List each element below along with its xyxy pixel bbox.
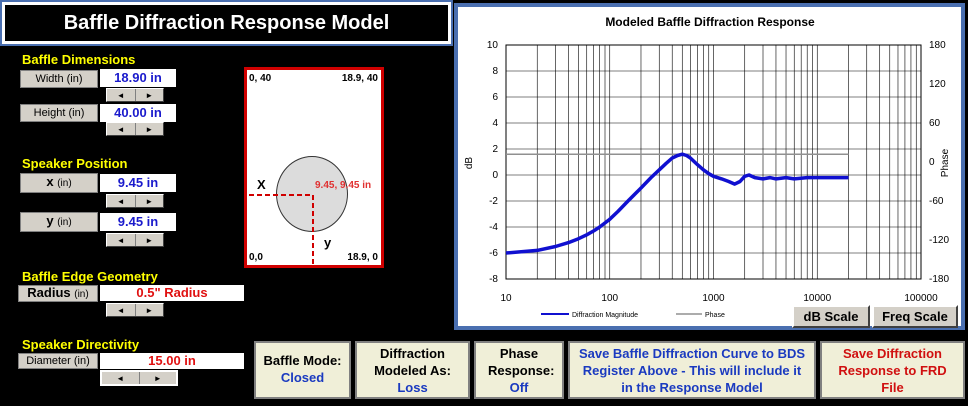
y2-tick-label: 180 [929,40,946,51]
y-tick-label: 4 [492,118,498,129]
corner-bottom-left: 0,0 [249,252,263,263]
edge-geometry-heading: Baffle Edge Geometry [22,269,158,284]
width-field[interactable]: 18.90 in [100,69,176,87]
y-tick-label: 10 [487,40,499,51]
decrement-arrow-icon[interactable]: ◄ [107,234,136,246]
y-tick-label: 0 [492,170,498,181]
y-spinner[interactable]: ◄ ► [106,233,164,247]
y-tick-label: 6 [492,92,498,103]
x-tick-label: 100 [601,293,618,304]
y-label: y (in) [20,212,98,232]
increment-arrow-icon[interactable]: ► [145,91,154,100]
decrement-arrow-icon[interactable]: ◄ [107,304,136,316]
save-bds-button[interactable]: Save Baffle Diffraction Curve to BDS Reg… [568,341,816,399]
x-tick-label: 10 [500,293,512,304]
phase-response-value: Off [509,380,529,395]
y-tick-label: -8 [489,274,498,285]
diameter-label: Diameter (in) [18,353,98,369]
y2-tick-label: 0 [929,157,935,168]
freq-scale-button[interactable]: Freq Scale [872,305,958,328]
diffraction-mode-value: Loss [397,380,428,395]
increment-arrow-icon[interactable]: ► [145,125,154,134]
y-tick-label: -4 [489,222,498,233]
increment-arrow-icon[interactable]: ► [145,197,154,206]
x-label: x (in) [20,173,98,193]
x-tick-label: 1000 [702,293,725,304]
y-tick-label: 2 [492,144,498,155]
page-title: Baffle Diffraction Response Model [0,0,453,46]
y2-axis-label: Phase [940,148,951,177]
baffle-drawing: 0, 40 18.9, 40 0,0 18.9, 0 9.45, 9.45 in… [244,67,384,268]
diameter-field[interactable]: 15.00 in [100,353,244,369]
corner-top-right: 18.9, 40 [341,73,378,84]
width-label: Width (in) [20,70,98,88]
chart-title: Modeled Baffle Diffraction Response [605,15,815,29]
directivity-heading: Speaker Directivity [22,337,140,352]
y-tick-label: -2 [489,196,498,207]
increment-arrow-icon[interactable]: ► [153,374,162,383]
height-label: Height (in) [20,104,98,122]
diffraction-mode-button[interactable]: Diffraction Modeled As: Loss [355,341,470,399]
y2-tick-label: 120 [929,79,946,90]
increment-arrow-icon[interactable]: ► [145,236,154,245]
legend-magnitude-label: Diffraction Magnitude [572,312,638,319]
chart-panel: Modeled Baffle Diffraction Response 10 8 6… [454,3,965,330]
speaker-position-heading: Speaker Position [22,156,128,171]
width-spinner[interactable]: ◄ ► [106,88,164,102]
y-marker: y [324,235,332,250]
corner-top-left: 0, 40 [249,73,272,84]
height-field[interactable]: 40.00 in [100,104,176,122]
y2-tick-label: -60 [929,196,944,207]
x-position-field[interactable]: 9.45 in [100,174,176,192]
y-axis-label: dB [464,157,475,170]
baffle-mode-label: Baffle Mode: [263,353,342,368]
db-scale-button[interactable]: dB Scale [792,305,870,328]
y-tick-label: -6 [489,248,498,259]
y-tick-label: 8 [492,66,498,77]
x-marker: X [257,177,266,192]
diffraction-chart: Modeled Baffle Diffraction Response 10 8 6… [464,15,951,319]
y2-tick-label: -120 [929,235,949,246]
x-spinner[interactable]: ◄ ► [106,194,164,208]
decrement-arrow-icon[interactable]: ◄ [102,372,140,384]
y2-tick-label: 60 [929,118,941,129]
y2-tick-label: -180 [929,274,949,285]
position-guides [249,194,314,265]
x-tick-label: 10000 [803,293,831,304]
radius-field[interactable]: 0.5" Radius [100,285,244,301]
diameter-spinner[interactable]: ◄ ► [100,370,178,386]
x-tick-label: 100000 [904,293,938,304]
magnitude-series-line [505,152,849,255]
diffraction-mode-label: Diffraction Modeled As: [374,346,451,378]
phase-response-label: Phase Response: [488,346,555,378]
baffle-mode-button[interactable]: Baffle Mode: Closed [254,341,351,399]
decrement-arrow-icon[interactable]: ◄ [107,89,136,101]
baffle-dimensions-heading: Baffle Dimensions [22,52,136,67]
y-position-field[interactable]: 9.45 in [100,213,176,231]
speaker-coordinate: 9.45, 9.45 in [315,180,372,191]
decrement-arrow-icon[interactable]: ◄ [107,123,136,135]
radius-label: Radius (in) [18,285,98,302]
height-spinner[interactable]: ◄ ► [106,122,164,136]
radius-spinner[interactable]: ◄ ► [106,303,164,317]
legend-phase-label: Phase [705,312,725,319]
phase-response-button[interactable]: Phase Response: Off [474,341,564,399]
decrement-arrow-icon[interactable]: ◄ [107,195,136,207]
corner-bottom-right: 18.9, 0 [347,252,378,263]
increment-arrow-icon[interactable]: ► [145,306,154,315]
save-frd-button[interactable]: Save Diffraction Response to FRD File [820,341,965,399]
baffle-mode-value: Closed [280,370,325,385]
